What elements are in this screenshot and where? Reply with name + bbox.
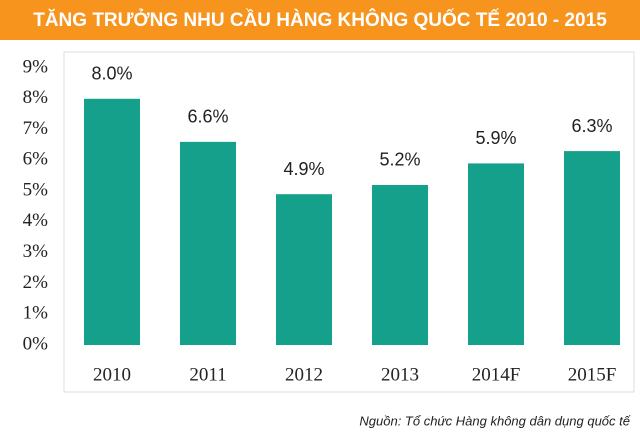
plot-frame <box>63 51 635 393</box>
x-tick-label: 2013 <box>381 364 419 385</box>
y-tick-label: 9% <box>23 56 49 77</box>
y-tick-label: 1% <box>23 303 49 324</box>
x-tick-label: 2014F <box>472 364 521 385</box>
value-label: 8.0% <box>91 64 132 84</box>
y-tick-label: 4% <box>23 210 49 231</box>
source-note: Nguồn: Tổ chức Hàng không dân dụng quốc … <box>359 413 630 428</box>
bar <box>468 163 524 345</box>
value-label: 6.3% <box>571 116 612 136</box>
y-tick-label: 6% <box>23 149 49 170</box>
y-tick-label: 8% <box>23 87 49 108</box>
x-tick-label: 2012 <box>285 364 323 385</box>
y-tick-label: 5% <box>23 179 49 200</box>
value-label: 5.2% <box>379 150 420 170</box>
bar <box>564 151 620 345</box>
x-tick-label: 2011 <box>189 364 226 385</box>
value-label: 5.9% <box>475 128 516 148</box>
y-tick-label: 0% <box>23 333 49 354</box>
x-tick-label: 2010 <box>93 364 131 385</box>
bar <box>276 194 332 345</box>
y-tick-label: 3% <box>23 241 49 262</box>
y-tick-label: 7% <box>23 118 49 139</box>
chart-title: TĂNG TRƯỞNG NHU CẦU HÀNG KHÔNG QUỐC TẾ 2… <box>33 9 607 31</box>
y-tick-label: 2% <box>23 272 49 293</box>
bar <box>84 98 140 346</box>
bar <box>180 141 236 345</box>
value-label: 4.9% <box>283 159 324 179</box>
bar <box>372 184 428 345</box>
title-banner <box>0 0 640 40</box>
x-tick-label: 2015F <box>568 364 617 385</box>
value-label: 6.6% <box>187 107 228 127</box>
